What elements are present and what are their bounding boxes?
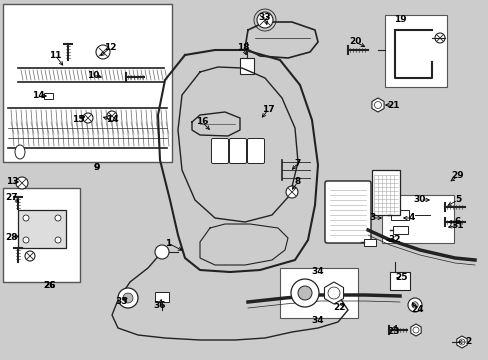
- Bar: [3, 188, 80, 282]
- Polygon shape: [410, 324, 420, 336]
- FancyBboxPatch shape: [229, 139, 246, 163]
- Text: 30: 30: [413, 195, 426, 204]
- Bar: [240, 58, 253, 74]
- Circle shape: [297, 286, 311, 300]
- Bar: [381, 195, 453, 243]
- Bar: [43, 93, 52, 99]
- Text: 25: 25: [395, 274, 407, 283]
- Text: 20: 20: [348, 37, 361, 46]
- Circle shape: [407, 298, 421, 312]
- Circle shape: [290, 279, 318, 307]
- Circle shape: [411, 302, 417, 308]
- Bar: [392, 226, 407, 234]
- Circle shape: [16, 177, 28, 189]
- Text: 34: 34: [311, 316, 324, 325]
- Text: 18: 18: [236, 44, 249, 53]
- Circle shape: [257, 12, 272, 28]
- Circle shape: [458, 339, 464, 345]
- Text: 11: 11: [49, 50, 61, 59]
- Text: 34: 34: [311, 266, 324, 275]
- FancyBboxPatch shape: [325, 181, 370, 243]
- Polygon shape: [456, 336, 466, 348]
- Text: 15: 15: [72, 116, 84, 125]
- Circle shape: [107, 111, 117, 121]
- Circle shape: [434, 33, 444, 43]
- Bar: [371, 170, 399, 215]
- Text: 32: 32: [388, 235, 401, 244]
- Circle shape: [328, 288, 339, 298]
- FancyBboxPatch shape: [211, 139, 228, 163]
- Text: 3: 3: [369, 213, 375, 222]
- Text: 26: 26: [42, 281, 55, 290]
- Bar: [3, 4, 172, 162]
- Circle shape: [327, 287, 339, 299]
- Text: 29: 29: [451, 171, 464, 180]
- Text: 8: 8: [294, 177, 301, 186]
- Circle shape: [118, 288, 138, 308]
- Text: 17: 17: [261, 105, 274, 114]
- Text: 24: 24: [411, 306, 424, 315]
- Circle shape: [25, 251, 35, 261]
- Text: 14: 14: [105, 116, 118, 125]
- Bar: [363, 238, 375, 246]
- Circle shape: [83, 113, 93, 123]
- Text: 27: 27: [6, 194, 18, 202]
- Circle shape: [96, 45, 110, 59]
- Bar: [155, 292, 169, 302]
- Text: 13: 13: [6, 177, 18, 186]
- Bar: [390, 210, 408, 220]
- Text: 1: 1: [164, 238, 171, 248]
- Text: 4: 4: [408, 213, 414, 222]
- Polygon shape: [371, 98, 383, 112]
- Bar: [18, 210, 66, 248]
- Circle shape: [55, 237, 61, 243]
- Circle shape: [374, 102, 381, 108]
- Bar: [280, 268, 357, 318]
- Text: 5: 5: [454, 195, 460, 204]
- Text: 22: 22: [333, 303, 346, 312]
- Text: 14: 14: [32, 91, 44, 100]
- Text: 9: 9: [94, 163, 100, 172]
- Text: 33: 33: [258, 13, 271, 22]
- Bar: [389, 272, 409, 290]
- Circle shape: [55, 215, 61, 221]
- FancyBboxPatch shape: [247, 139, 264, 163]
- Text: 19: 19: [393, 15, 406, 24]
- Polygon shape: [324, 282, 343, 304]
- Circle shape: [155, 245, 169, 259]
- Text: 7: 7: [294, 158, 301, 167]
- Bar: [384, 15, 446, 87]
- Text: 35: 35: [116, 297, 128, 306]
- Circle shape: [285, 186, 297, 198]
- Text: 21: 21: [386, 100, 398, 109]
- Text: 36: 36: [153, 301, 166, 310]
- Circle shape: [23, 215, 29, 221]
- Text: 2: 2: [464, 338, 470, 346]
- Text: 6: 6: [454, 217, 460, 226]
- Circle shape: [412, 327, 418, 333]
- Text: 16: 16: [195, 117, 208, 126]
- Circle shape: [23, 237, 29, 243]
- Text: 10: 10: [87, 71, 99, 80]
- Text: 26: 26: [42, 282, 55, 291]
- Text: 31: 31: [451, 220, 463, 230]
- Text: 9: 9: [94, 163, 100, 172]
- Ellipse shape: [15, 145, 25, 159]
- Text: 12: 12: [103, 44, 116, 53]
- Circle shape: [123, 293, 133, 303]
- Text: 23: 23: [386, 328, 398, 337]
- Text: 28: 28: [6, 234, 18, 243]
